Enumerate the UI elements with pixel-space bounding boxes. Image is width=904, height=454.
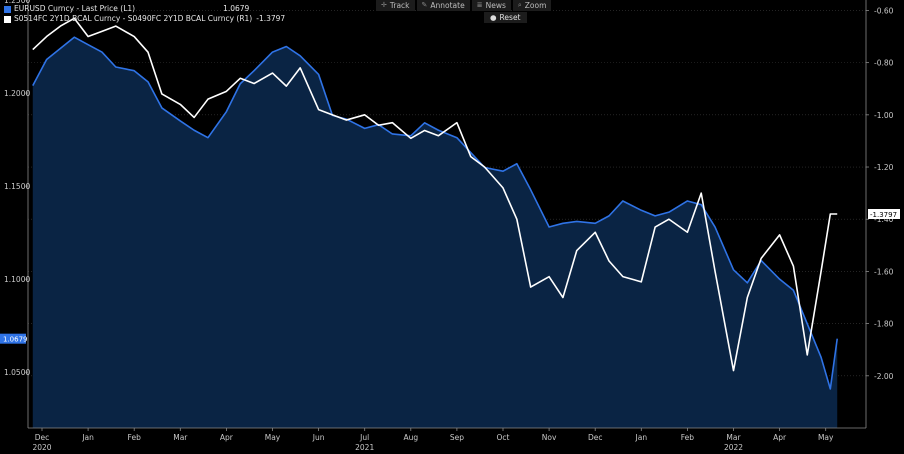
right-tick-label: -1.40 [874, 215, 894, 224]
x-tick-label: Sep [450, 433, 464, 442]
x-tick-label: Apr [220, 433, 234, 442]
legend-swatch-eurusd [4, 5, 11, 13]
spread-line [32, 17, 838, 372]
x-tick-label: Jul [359, 433, 369, 442]
eurusd-last-tag [0, 333, 26, 344]
track-button[interactable]: ✛ Track [376, 0, 415, 11]
x-tick-label: May [265, 433, 281, 442]
right-tick-label: -2.00 [874, 372, 894, 381]
legend-label-spread: S0514FC 2Y1D BCAL Curncy - S0490FC 2Y1D … [14, 14, 253, 23]
pencil-icon: ✎ [421, 1, 428, 9]
left-tick-label: 1.2000 [4, 89, 30, 98]
right-tick-label: -0.60 [874, 6, 894, 15]
legend-value-eurusd: 1.0679 [223, 4, 250, 13]
zoom-label: Zoom [524, 1, 547, 10]
series-lines [32, 17, 839, 390]
right-tick-label: -1.20 [874, 163, 894, 172]
x-tick-label: Jun [312, 433, 325, 442]
spread-last-tag-label: -1.3797 [870, 211, 897, 219]
x-year-label: 2021 [355, 443, 374, 452]
legend-item-spread[interactable]: S0514FC 2Y1D BCAL Curncy - S0490FC 2Y1D … [4, 14, 285, 24]
last-value-tags: 1.0679 -1.3797 [0, 209, 900, 344]
zoom-button[interactable]: ⌕ Zoom [512, 0, 552, 11]
x-tick-label: Jan [81, 433, 94, 442]
x-tick-label: May [818, 433, 834, 442]
legend-label-eurusd: EURUSD Curncy - Last Price (L1) [14, 4, 136, 13]
legend: EURUSD Curncy - Last Price (L1) 1.0679 S… [4, 4, 285, 24]
x-tick-label: Apr [773, 433, 787, 442]
magnifier-icon: ⌕ [517, 1, 522, 9]
x-tick-label: Feb [681, 433, 695, 442]
x-tick-label: Oct [497, 433, 510, 442]
news-button[interactable]: ≣ News [471, 0, 511, 11]
spread-last-tag [868, 209, 900, 219]
right-tick-label: -1.00 [874, 111, 894, 120]
eurusd-last-tag-label: 1.0679 [3, 336, 28, 344]
chart-toolbar: ✛ Track ✎ Annotate ≣ News ⌕ Zoom [376, 0, 552, 11]
left-tick-label: 1.2500 [4, 0, 30, 5]
x-tick-label: Aug [403, 433, 418, 442]
crosshair-icon: ✛ [381, 1, 387, 9]
left-tick-label: 1.0500 [4, 368, 30, 377]
x-year-label: 2022 [724, 443, 743, 452]
x-tick-label: Dec [35, 433, 50, 442]
reset-button[interactable]: ● Reset [484, 12, 527, 23]
legend-value-spread: -1.3797 [256, 14, 286, 23]
x-tick-label: Nov [542, 433, 557, 442]
left-tick-label: 1.1500 [4, 182, 30, 191]
annotate-label: Annotate [430, 1, 465, 10]
eurusd-line [32, 36, 839, 390]
x-tick-label: Jan [635, 433, 648, 442]
left-tick-label: 1.1000 [4, 275, 30, 284]
news-label: News [485, 1, 506, 10]
annotate-button[interactable]: ✎ Annotate [416, 0, 470, 11]
reset-label: Reset [499, 13, 521, 22]
x-tick-label: Dec [588, 433, 603, 442]
track-label: Track [389, 1, 410, 10]
x-tick-label: Mar [173, 433, 188, 442]
area-fill [32, 37, 838, 428]
x-tick-label: Feb [128, 433, 142, 442]
right-tick-label: -1.60 [874, 267, 894, 276]
x-year-label: 2020 [32, 443, 51, 452]
right-tick-label: -0.80 [874, 59, 894, 68]
x-tick-label: Mar [726, 433, 741, 442]
right-tick-label: -1.80 [874, 320, 894, 329]
axes: 1.2500 1.2000 1.1500 1.1000 1.0500 -0.60 -0.80… [4, 0, 894, 452]
legend-swatch-spread [4, 15, 11, 23]
eurusd-area [32, 37, 838, 428]
news-icon: ≣ [476, 1, 483, 9]
legend-item-eurusd[interactable]: EURUSD Curncy - Last Price (L1) 1.0679 [4, 4, 285, 14]
reset-icon: ● [490, 13, 497, 22]
